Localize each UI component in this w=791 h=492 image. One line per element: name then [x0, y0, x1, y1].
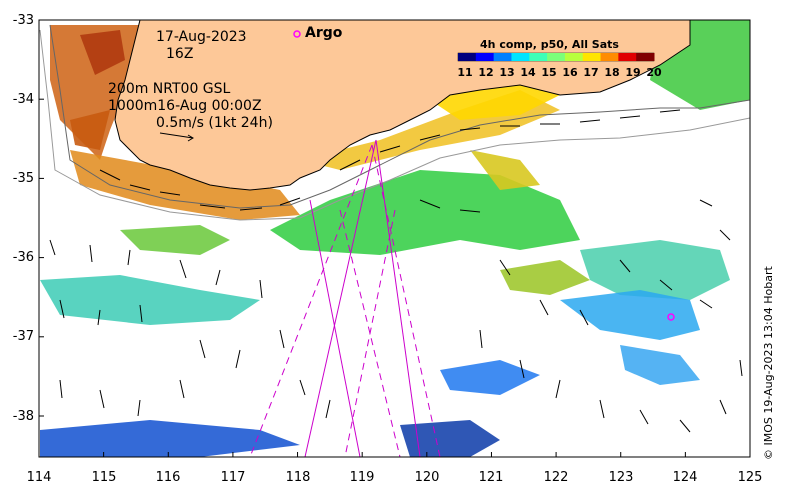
contour-1000m — [39, 29, 750, 221]
argo-label: Argo — [305, 25, 343, 41]
x-tick-label: 124 — [672, 470, 698, 485]
current-arrows — [49, 109, 743, 433]
colorbar-segment — [564, 53, 584, 61]
y-tick-label: -35 — [12, 171, 34, 186]
colorbar-tick: 17 — [583, 66, 599, 79]
plot-frame — [38, 19, 751, 458]
colorbar-segment — [618, 53, 637, 61]
x-tick-label: 120 — [414, 470, 440, 485]
colorbar-segment — [582, 53, 602, 61]
colorbar-segment — [600, 53, 619, 61]
colorbar — [457, 52, 655, 62]
x-tick-label: 123 — [608, 470, 634, 485]
colorbar-segment — [529, 53, 548, 61]
y-tick-label: -38 — [12, 409, 34, 424]
y-tick-label: -37 — [12, 329, 34, 344]
current-info-line: 1000m16-Aug 00:00Z — [108, 98, 262, 114]
date-label: 17-Aug-2023 — [156, 29, 247, 45]
time-label: 16Z — [166, 46, 194, 62]
x-tick-label: 116 — [155, 470, 181, 485]
colorbar-segment — [458, 53, 477, 61]
x-tick-label: 125 — [737, 470, 763, 485]
argo-legend-marker — [293, 30, 301, 38]
x-tick-label: 122 — [543, 470, 569, 485]
current-info-line: 0.5m/s (1kt 24h) — [156, 115, 273, 131]
y-tick-label: -33 — [12, 13, 34, 28]
x-tick-label: 119 — [349, 470, 375, 485]
colorbar-title: 4h comp, p50, All Sats — [480, 38, 619, 51]
argo-float-marker — [667, 313, 675, 321]
y-tick-label: -36 — [12, 250, 34, 265]
colorbar-tick: 13 — [499, 66, 515, 79]
x-tick-label: 117 — [220, 470, 246, 485]
colorbar-segment — [636, 53, 655, 61]
credit-label: © IMOS 19-Aug-2023 13:04 Hobart — [762, 266, 775, 460]
colorbar-segment — [547, 53, 566, 61]
colorbar-segment — [511, 53, 530, 61]
colorbar-segment — [475, 53, 495, 61]
colorbar-tick: 15 — [541, 66, 557, 79]
x-tick-label: 114 — [26, 470, 52, 485]
x-tick-label: 115 — [91, 470, 117, 485]
contour-200m — [49, 24, 750, 209]
colorbar-tick: 14 — [520, 66, 536, 79]
colorbar-segment — [493, 53, 512, 61]
colorbar-tick: 20 — [646, 66, 662, 79]
colorbar-tick: 18 — [604, 66, 620, 79]
current-info-line: 200m NRT00 GSL — [108, 81, 231, 97]
colorbar-tick: 16 — [562, 66, 578, 79]
colorbar-tick: 11 — [457, 66, 473, 79]
satellite-tracks — [249, 139, 441, 457]
x-tick-label: 118 — [285, 470, 311, 485]
axis-tick-marks — [38, 19, 751, 457]
land-mass — [114, 20, 691, 191]
x-tick-label: 121 — [478, 470, 504, 485]
y-tick-label: -34 — [12, 92, 34, 107]
colorbar-tick: 12 — [478, 66, 494, 79]
colorbar-tick: 19 — [625, 66, 641, 79]
